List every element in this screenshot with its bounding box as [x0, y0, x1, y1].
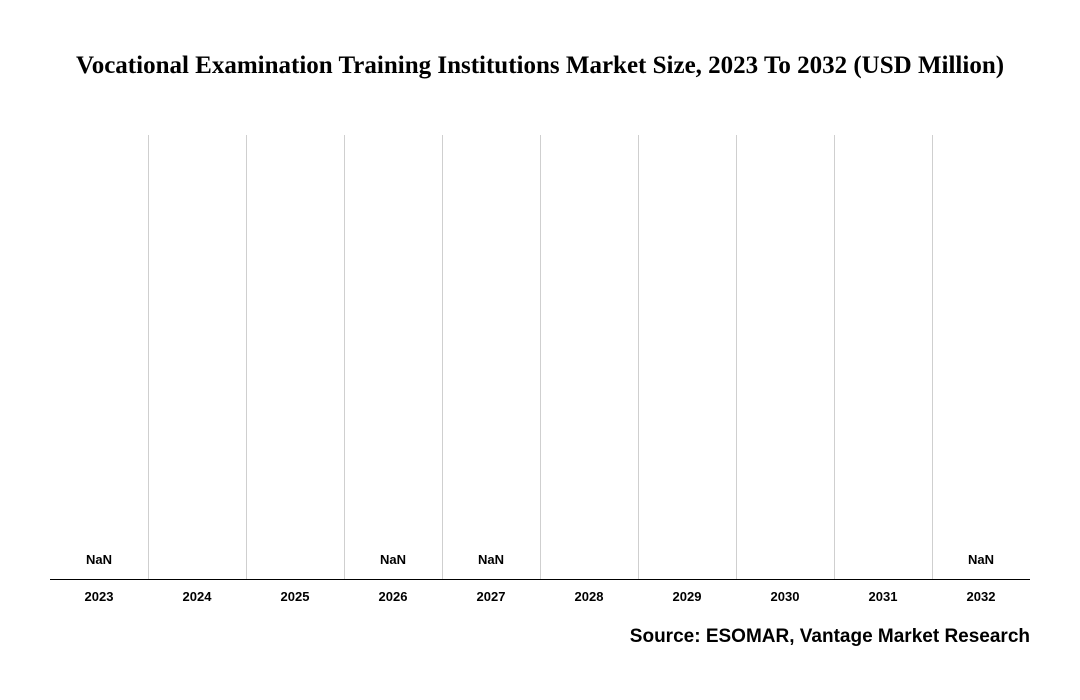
gridline-v: [148, 135, 149, 579]
gridline-v: [932, 135, 933, 579]
gridline-v: [442, 135, 443, 579]
x-tick-label: 2031: [834, 589, 932, 604]
bar-value-label: NaN: [442, 552, 540, 567]
gridline-v: [540, 135, 541, 579]
gridline-v: [834, 135, 835, 579]
source-attribution: Source: ESOMAR, Vantage Market Research: [630, 626, 1030, 648]
x-tick-label: 2026: [344, 589, 442, 604]
x-tick-label: 2030: [736, 589, 834, 604]
x-tick-label: 2027: [442, 589, 540, 604]
chart-container: Vocational Examination Training Institut…: [0, 0, 1080, 700]
x-tick-label: 2023: [50, 589, 148, 604]
gridline-v: [736, 135, 737, 579]
x-tick-label: 2024: [148, 589, 246, 604]
gridline-v: [638, 135, 639, 579]
chart-title: Vocational Examination Training Institut…: [50, 52, 1030, 80]
gridline-v: [246, 135, 247, 579]
x-tick-label: 2028: [540, 589, 638, 604]
bar-value-label: NaN: [50, 552, 148, 567]
bar-value-label: NaN: [932, 552, 1030, 567]
x-tick-label: 2029: [638, 589, 736, 604]
x-tick-label: 2032: [932, 589, 1030, 604]
plot-area: NaN NaN NaN NaN: [50, 135, 1030, 580]
bar-value-label: NaN: [344, 552, 442, 567]
x-tick-label: 2025: [246, 589, 344, 604]
gridline-v: [344, 135, 345, 579]
